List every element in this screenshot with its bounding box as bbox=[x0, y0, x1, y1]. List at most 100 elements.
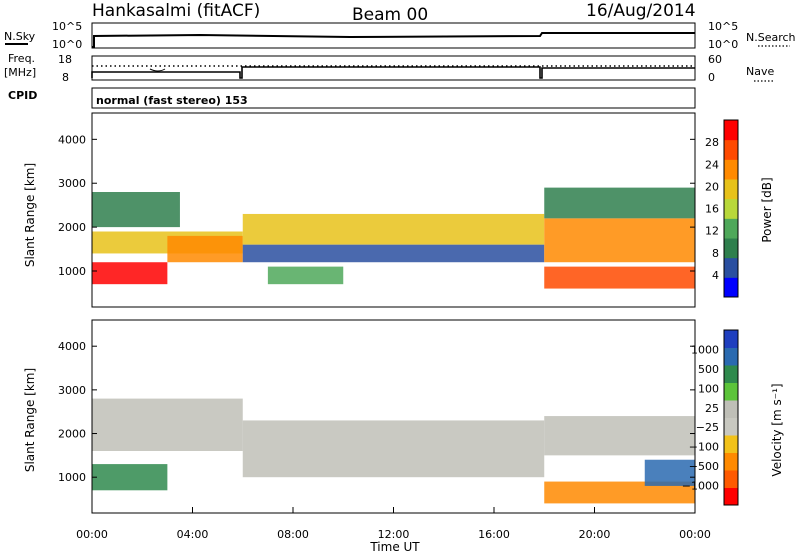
beam-title: Beam 00 bbox=[352, 5, 428, 25]
noise-right-tick-bottom: 10^0 bbox=[708, 38, 738, 51]
x-tick-label-0: 00:00 bbox=[76, 528, 108, 541]
cpid-text: normal (fast stereo) 153 bbox=[96, 94, 248, 107]
power-ylabel: Slant Range [km] bbox=[23, 163, 37, 267]
power-colorbar-frame bbox=[723, 119, 739, 298]
power-colorbar-swatch-0 bbox=[724, 277, 738, 298]
velocity-yticks-label-3: 1000 bbox=[58, 471, 86, 484]
power-layers bbox=[92, 187, 695, 289]
noise-panel: N.Sky 10^5 10^0 10^5 10^0 N.Search bbox=[4, 20, 796, 51]
velocity-colorbar-tick-5: −100 bbox=[689, 441, 719, 454]
velocity-layer-0 bbox=[92, 398, 243, 451]
power-layer-8 bbox=[544, 266, 695, 289]
power-colorbar-swatch-8 bbox=[724, 120, 738, 141]
power-layer-3 bbox=[167, 235, 243, 263]
velocity-colorbar-swatch-8 bbox=[724, 347, 738, 366]
power-layer-9 bbox=[544, 187, 695, 219]
power-colorbar-tick-6: 4 bbox=[712, 269, 719, 282]
noise-right-label: N.Search bbox=[746, 31, 796, 44]
power-colorbar-tick-2: 20 bbox=[705, 180, 719, 193]
power-colorbar-tick-3: 16 bbox=[705, 203, 719, 216]
power-yticks-label-1: 3000 bbox=[58, 177, 86, 190]
velocity-colorbar-swatch-0 bbox=[724, 487, 738, 506]
velocity-layers bbox=[92, 398, 695, 504]
velocity-xticks: 00:00 04:00 08:00 12:00 16:00 20:00 00:00 bbox=[76, 507, 711, 541]
velocity-layer-4 bbox=[544, 481, 695, 504]
velocity-layer-2 bbox=[92, 464, 168, 491]
noise-left-tick-top: 10^5 bbox=[52, 20, 82, 33]
power-colorbar-tick-1: 24 bbox=[705, 158, 719, 171]
cpid-label: CPID bbox=[8, 89, 37, 102]
x-tick-label-5: 20:00 bbox=[579, 528, 611, 541]
velocity-panel: 4000 3000 2000 1000 00:00 04:00 08:00 12:00 16:… bbox=[23, 319, 711, 554]
x-tick-label-1: 04:00 bbox=[177, 528, 209, 541]
power-colorbar-tick-5: 8 bbox=[712, 247, 719, 260]
velocity-colorbar-label: Velocity [m s⁻¹] bbox=[770, 383, 784, 476]
velocity-colorbar-frame bbox=[723, 329, 739, 506]
noise-right-tick-top: 10^5 bbox=[708, 20, 738, 33]
nave-label: Nave bbox=[746, 65, 774, 78]
power-layer-0 bbox=[92, 262, 168, 285]
velocity-ylabel: Slant Range [km] bbox=[23, 368, 37, 472]
power-layer-5 bbox=[242, 244, 545, 263]
velocity-layer-3 bbox=[544, 416, 695, 456]
freq-label-1: Freq. bbox=[8, 52, 35, 65]
velocity-colorbar-tick-4: −25 bbox=[696, 421, 719, 434]
velocity-colorbar-swatch-7 bbox=[724, 365, 738, 383]
power-panel: 4000 3000 2000 1000 Slant Range [km] bbox=[23, 112, 696, 308]
freq-panel: Freq. [MHz] 18 8 60 0 Nave CPID bbox=[4, 52, 774, 102]
time-xlabel: Time UT bbox=[369, 540, 420, 554]
velocity-layer-1 bbox=[242, 420, 545, 478]
power-colorbar-tick-0: 28 bbox=[705, 136, 719, 149]
power-layer-7 bbox=[544, 218, 695, 263]
velocity-colorbar-tick-3: 25 bbox=[705, 402, 719, 415]
freq-trace bbox=[91, 66, 695, 79]
x-tick-label-6: 00:00 bbox=[679, 528, 711, 541]
station-title: Hankasalmi (fitACF) bbox=[92, 1, 260, 21]
velocity-colorbar-tick-0: 1000 bbox=[691, 343, 719, 356]
power-yticks-label-3: 1000 bbox=[58, 265, 86, 278]
power-colorbar-label: Power [dB] bbox=[760, 177, 774, 242]
power-colorbar: 28 24 20 16 12 8 4 bbox=[705, 119, 739, 298]
velocity-colorbar-swatch-9 bbox=[724, 330, 738, 348]
noise-left-tick-bottom: 10^0 bbox=[52, 38, 82, 51]
velocity-colorbar-swatch-1 bbox=[724, 470, 738, 488]
power-layer-4 bbox=[242, 213, 545, 245]
cpid-panel: normal (fast stereo) 153 bbox=[91, 87, 696, 109]
x-tick-label-4: 16:00 bbox=[478, 528, 510, 541]
power-colorbar-swatch-5 bbox=[724, 179, 738, 200]
velocity-yticks-label-1: 3000 bbox=[58, 384, 86, 397]
velocity-colorbar-swatch-4 bbox=[724, 417, 738, 436]
power-colorbar-swatch-6 bbox=[724, 159, 738, 180]
velocity-colorbar-swatch-5 bbox=[724, 400, 738, 418]
velocity-colorbar-tick-6: −500 bbox=[689, 460, 719, 473]
power-colorbar-swatch-7 bbox=[724, 139, 738, 160]
power-colorbar-swatch-1 bbox=[724, 257, 738, 278]
velocity-colorbar-swatch-2 bbox=[724, 452, 738, 471]
velocity-colorbar-swatch-3 bbox=[724, 435, 738, 453]
power-colorbar-tick-4: 12 bbox=[705, 225, 719, 238]
velocity-colorbar-tick-1: 500 bbox=[698, 363, 719, 376]
velocity-yticks-label-0: 4000 bbox=[58, 340, 86, 353]
velocity-colorbar-tick-7: −1000 bbox=[682, 480, 719, 493]
power-yticks-label-0: 4000 bbox=[58, 133, 86, 146]
x-tick-label-2: 08:00 bbox=[277, 528, 309, 541]
velocity-colorbar-swatch-6 bbox=[724, 382, 738, 401]
power-colorbar-swatch-4 bbox=[724, 198, 738, 219]
nave-right-tick-bottom: 0 bbox=[708, 71, 715, 84]
power-yticks-label-2: 2000 bbox=[58, 221, 86, 234]
power-colorbar-swatch-3 bbox=[724, 218, 738, 239]
noise-left-label: N.Sky bbox=[4, 30, 36, 43]
power-colorbar-swatch-2 bbox=[724, 238, 738, 259]
velocity-colorbar-tick-2: 100 bbox=[698, 382, 719, 395]
x-tick-label-3: 12:00 bbox=[378, 528, 410, 541]
power-layer-6 bbox=[267, 266, 344, 285]
power-yticks: 4000 3000 2000 1000 bbox=[58, 133, 695, 278]
power-layer-2 bbox=[92, 192, 180, 228]
freq-label-2: [MHz] bbox=[4, 66, 36, 79]
nave-right-tick-top: 60 bbox=[708, 53, 722, 66]
velocity-yticks-label-2: 2000 bbox=[58, 428, 86, 441]
velocity-colorbar: 1000 500 100 25 −25 −100 −500 −1000 bbox=[682, 329, 739, 506]
noise-trace bbox=[92, 32, 695, 48]
velocity-yticks: 4000 3000 2000 1000 bbox=[58, 340, 695, 484]
